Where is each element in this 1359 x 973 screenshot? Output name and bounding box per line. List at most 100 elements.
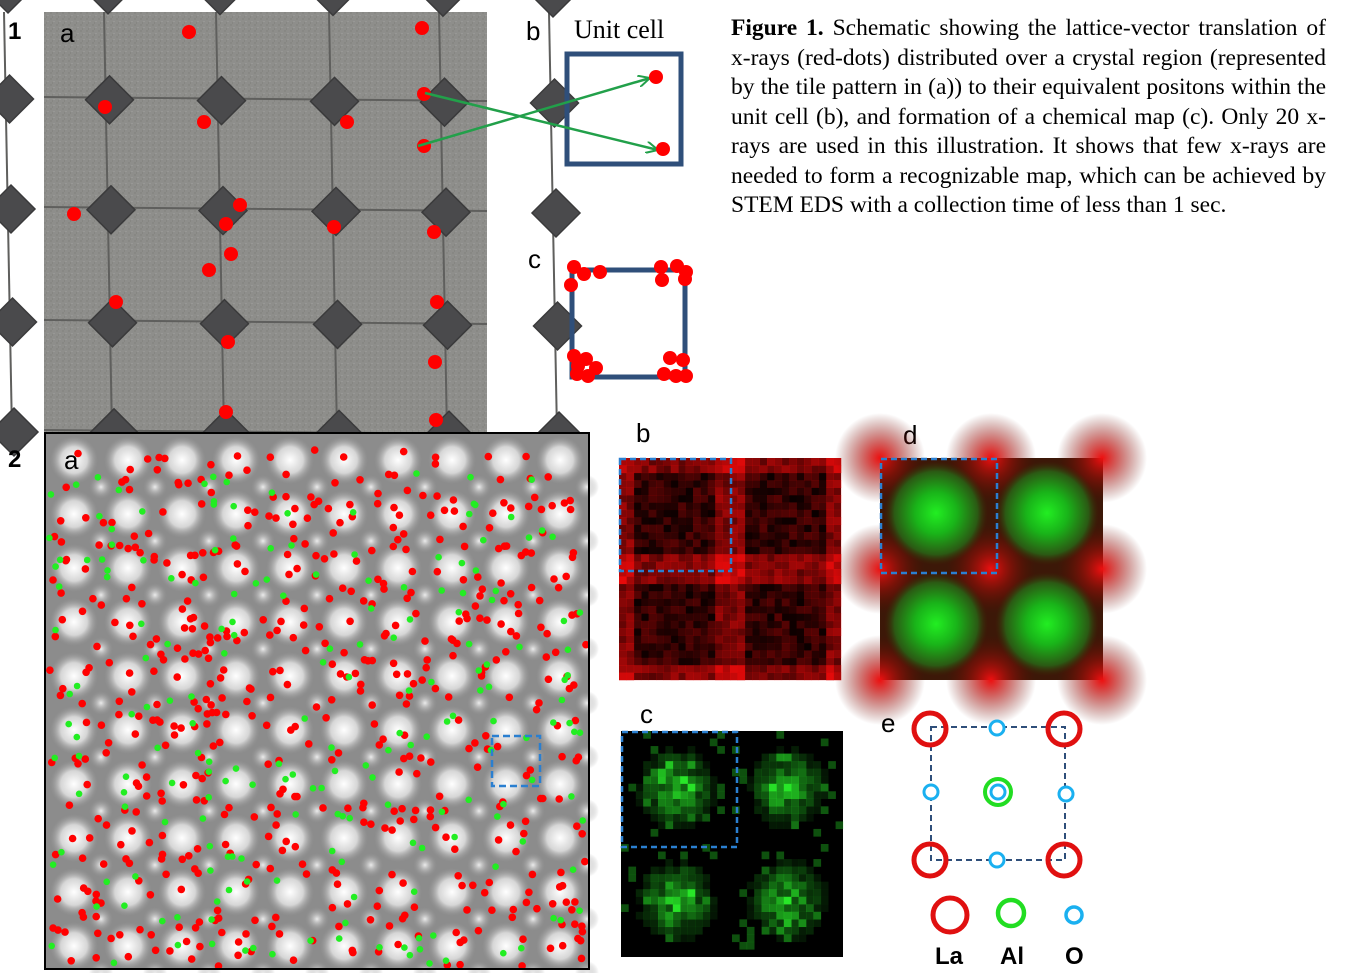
legend-o-label: O (1065, 943, 1084, 970)
al-xray-dot (243, 878, 251, 885)
la-xray-dot (440, 506, 449, 515)
al-xray-dot (188, 693, 195, 700)
la-xray-dot (373, 902, 382, 910)
figure-1a-label: a (60, 18, 75, 48)
al-xray-dot (423, 733, 431, 740)
la-xray-dot (125, 859, 134, 868)
la-xray-dot (566, 505, 575, 514)
la-xray-dot (518, 962, 526, 970)
la-xray-dot (527, 583, 536, 592)
la-xray-dot (314, 497, 323, 505)
la-xray-dot (82, 718, 91, 727)
al-xray-dot (189, 720, 196, 727)
al-xray-dot (140, 557, 147, 564)
la-xray-dot (460, 542, 469, 551)
unit-cell-c-box (569, 267, 688, 380)
la-xray-dot (157, 789, 165, 798)
al-xray-dot (120, 789, 128, 796)
al-xray-dot (205, 758, 213, 765)
la-xray-dot (186, 615, 195, 623)
al-xray-dot (335, 935, 343, 942)
o-atom (988, 719, 1006, 737)
al-xray-dot (549, 533, 556, 541)
al-xray-dot (467, 473, 474, 481)
la-xray-dot (175, 923, 183, 931)
al-xray-dot (159, 917, 166, 925)
la-xray-dot (497, 620, 505, 628)
al-xray-dot (229, 618, 236, 626)
al-xray-dot (242, 947, 249, 954)
la-xray-dot (262, 721, 271, 730)
la-xray-dot (379, 735, 387, 743)
la-xray-dot (283, 680, 292, 689)
la-xray-dot (366, 916, 375, 924)
al-xray-dot (73, 733, 81, 741)
la-xray-dot (399, 879, 407, 887)
al-xray-dot (538, 527, 546, 534)
unit-cell-b-dot (649, 70, 663, 84)
figure-1-number: 1 (8, 18, 22, 45)
al-xray-dot (365, 577, 372, 584)
al-xray-dot (94, 474, 102, 481)
al-xray-dot (115, 486, 123, 494)
la-xray-dot (395, 768, 403, 776)
la-xray-dot (108, 518, 116, 527)
figure-2e-label: e (881, 708, 896, 738)
la-xray-dot (212, 708, 221, 717)
al-xray-dot (328, 744, 335, 751)
xray-dot (676, 353, 690, 367)
la-xray-dot (514, 609, 523, 618)
xray-dot (669, 369, 683, 383)
la-xray-dot (206, 680, 215, 688)
la-xray-dot (435, 792, 444, 801)
la-xray-dot (570, 681, 578, 689)
al-xray-dot (362, 762, 370, 769)
tile-diamond (87, 297, 138, 348)
la-xray-dot (115, 697, 124, 706)
la-xray-dot (426, 812, 435, 821)
la-xray-dot (99, 518, 108, 527)
la-xray-dot (431, 453, 440, 462)
al-xray-dot (263, 576, 271, 583)
la-xray-dot (78, 699, 86, 708)
la-xray-dot (104, 739, 113, 747)
la-xray-dot (162, 870, 170, 879)
la-xray-dot (177, 724, 185, 732)
al-xray-dot (438, 808, 446, 816)
la-xray-dot (135, 712, 143, 720)
la-xray-dot (462, 610, 470, 618)
la-xray-dot (578, 927, 587, 936)
la-xray-dot (151, 946, 160, 955)
la-xray-dot (131, 543, 140, 552)
la-xray-dot (370, 720, 379, 728)
tile-diamond (530, 187, 582, 239)
la-xray-dot (99, 860, 108, 868)
la-xray-dot (194, 704, 202, 713)
al-xray-dot (206, 842, 214, 850)
al-xray-dot (138, 620, 145, 628)
la-xray-dot (129, 632, 137, 641)
al-xray-dot (292, 811, 299, 818)
la-xray-dot (180, 624, 189, 632)
la-xray-dot (480, 888, 489, 897)
al-xray-dot (66, 690, 73, 698)
al-xray-dot (443, 718, 451, 725)
al-xray-dot (201, 480, 208, 488)
la-xray-dot (65, 801, 74, 809)
al-xray-dot (205, 794, 212, 801)
al-xray-dot (55, 583, 63, 590)
al-xray-dot (280, 592, 287, 599)
la-xray-dot (537, 505, 546, 514)
la-xray-dot (418, 676, 427, 684)
al-xray-dot (449, 712, 457, 720)
la-xray-dot (535, 699, 543, 707)
la-xray-dot (403, 486, 412, 495)
la-xray-dot (300, 604, 309, 613)
la-xray-dot (548, 501, 556, 510)
la-xray-dot (452, 928, 461, 937)
la-xray-dot (125, 485, 134, 494)
la-xray-dot (485, 524, 494, 532)
la-xray-dot (144, 529, 153, 538)
la-xray-dot (145, 838, 154, 847)
al-xray-dot (418, 844, 426, 852)
